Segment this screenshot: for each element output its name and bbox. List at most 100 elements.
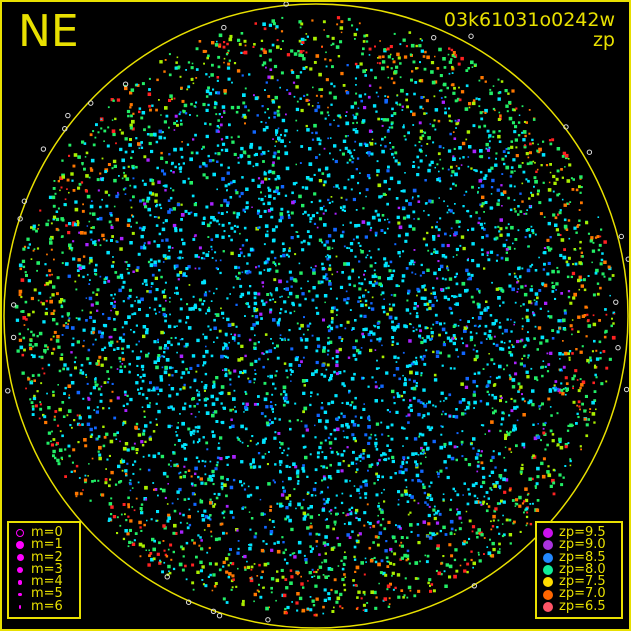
star-point	[244, 427, 248, 431]
star-point	[543, 262, 546, 266]
star-point	[161, 570, 164, 574]
star-point	[64, 386, 67, 390]
star-point	[129, 199, 132, 202]
star-point	[492, 483, 495, 486]
star-point	[275, 287, 278, 290]
star-point	[105, 239, 108, 242]
star-point	[450, 527, 454, 531]
star-point	[462, 246, 466, 251]
star-point	[30, 380, 33, 383]
star-point	[476, 465, 480, 468]
star-point	[485, 509, 489, 513]
star-point	[68, 317, 71, 320]
star-point	[360, 597, 363, 600]
star-point	[331, 247, 334, 249]
star-point	[103, 346, 107, 349]
star-point	[426, 554, 430, 558]
star-point	[383, 263, 388, 268]
star-point	[138, 110, 141, 114]
star-point	[31, 413, 35, 416]
star-point	[213, 492, 216, 495]
star-point	[327, 349, 330, 352]
star-point	[327, 255, 332, 259]
star-point	[318, 533, 321, 536]
star-point	[397, 221, 401, 225]
star-point	[594, 236, 598, 239]
star-point	[355, 128, 357, 130]
star-point	[374, 275, 378, 278]
star-point	[129, 138, 132, 141]
star-point	[250, 565, 254, 569]
star-point	[569, 458, 572, 461]
star-point	[355, 565, 360, 570]
star-point	[454, 172, 458, 177]
star-point	[227, 564, 230, 567]
star-point	[141, 406, 144, 408]
star-point	[145, 328, 149, 332]
star-point	[517, 382, 521, 386]
star-point	[112, 304, 116, 308]
star-point	[275, 578, 280, 583]
star-point	[380, 293, 383, 296]
star-point	[454, 99, 458, 103]
star-point	[521, 317, 524, 320]
star-point	[563, 248, 566, 251]
star-point	[489, 91, 493, 96]
star-point	[571, 188, 575, 191]
star-point	[341, 338, 344, 340]
star-point	[500, 287, 503, 289]
star-point	[589, 359, 593, 362]
star-point	[368, 177, 371, 180]
star-point	[346, 246, 349, 249]
star-point	[573, 374, 576, 378]
star-point	[297, 550, 302, 554]
star-point	[293, 552, 296, 554]
star-point	[400, 536, 404, 539]
star-point	[150, 263, 154, 267]
star-point	[309, 220, 312, 223]
star-point	[339, 26, 344, 30]
star-point	[455, 282, 459, 286]
star-point	[414, 452, 418, 456]
star-point	[386, 312, 389, 316]
star-point	[549, 406, 552, 408]
star-point	[171, 161, 174, 165]
star-point	[456, 99, 459, 102]
star-point	[422, 55, 426, 58]
star-point	[223, 41, 226, 44]
star-point	[389, 276, 393, 281]
star-point	[143, 415, 146, 418]
star-point	[28, 343, 32, 347]
star-point	[536, 499, 540, 502]
star-point	[240, 146, 244, 151]
star-point	[432, 237, 436, 241]
star-point	[556, 270, 560, 274]
star-point	[301, 466, 305, 471]
star-point	[578, 209, 581, 211]
star-point	[226, 52, 229, 54]
star-point	[449, 132, 452, 136]
star-point	[247, 291, 251, 295]
star-point	[179, 307, 183, 311]
star-point	[231, 81, 233, 84]
star-point	[230, 588, 233, 591]
star-point	[276, 113, 281, 117]
star-point	[349, 494, 352, 497]
star-point	[483, 222, 486, 225]
star-point	[506, 430, 508, 433]
star-point	[367, 416, 371, 420]
star-point	[91, 200, 93, 202]
star-point	[275, 264, 277, 267]
star-point	[119, 273, 124, 278]
star-point	[169, 297, 171, 299]
star-point	[260, 412, 264, 415]
star-point	[271, 407, 274, 411]
star-point	[230, 579, 234, 583]
star-point	[195, 555, 198, 559]
star-point	[461, 351, 466, 355]
star-point	[242, 113, 246, 118]
star-point	[352, 238, 355, 241]
star-point	[89, 204, 94, 209]
star-point	[126, 532, 130, 536]
star-point	[400, 544, 404, 548]
